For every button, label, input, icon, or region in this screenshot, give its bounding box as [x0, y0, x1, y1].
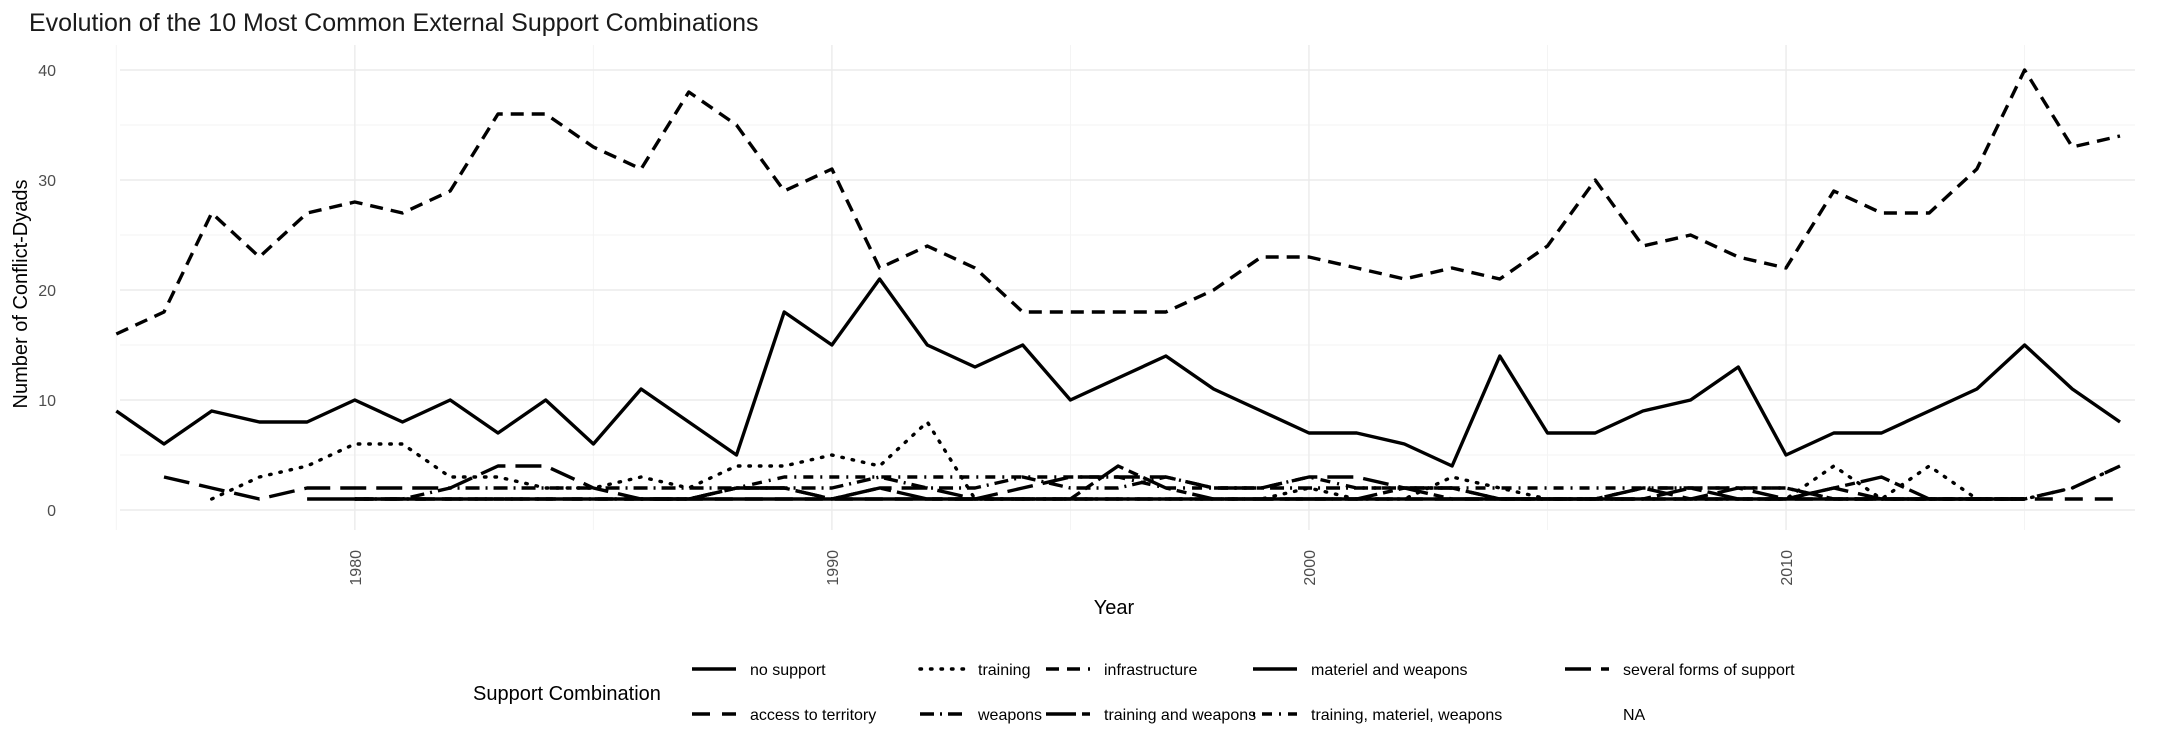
legend-item: training and weapons	[1046, 707, 1256, 724]
x-tick-label: 1980	[348, 550, 365, 586]
legend-item: no support	[692, 662, 826, 679]
series-line-5	[163, 464, 2121, 501]
legend-label: access to territory	[750, 707, 876, 724]
legend-item: infrastructure	[1046, 662, 1197, 679]
legend-item: training	[918, 662, 1030, 679]
y-tick-label: 20	[38, 283, 56, 300]
legend-label: weapons	[977, 707, 1042, 724]
x-axis-title: Year	[1094, 597, 1135, 619]
legend-label: NA	[1623, 707, 1646, 724]
x-tick-label: 1990	[825, 550, 842, 586]
plot-axes: 0 10 20 30 40 1980 1990 2000 2010	[38, 63, 1796, 586]
series-line-1	[115, 277, 2121, 468]
plot-series	[115, 68, 2122, 501]
y-tick-label: 40	[38, 63, 56, 80]
y-tick-label: 0	[47, 503, 56, 520]
y-axis-title: Number of Conflict-Dyads	[10, 180, 32, 409]
legend-label: training, materiel, weapons	[1311, 707, 1502, 724]
legend-label: training and weapons	[1104, 707, 1256, 724]
y-tick-label: 10	[38, 393, 56, 410]
y-tick-label: 30	[38, 173, 56, 190]
legend-label: infrastructure	[1104, 662, 1197, 679]
series-line-8	[641, 464, 2025, 501]
legend-label: several forms of support	[1623, 662, 1795, 679]
legend-label: materiel and weapons	[1311, 662, 1468, 679]
legend-title: Support Combination	[473, 683, 661, 705]
legend-item: several forms of support	[1565, 662, 1795, 679]
plot-grid	[115, 45, 2135, 530]
legend-label: no support	[750, 662, 826, 679]
chart-title: Evolution of the 10 Most Common External…	[29, 9, 759, 37]
legend-item: access to territory	[692, 707, 876, 724]
series-line-3	[115, 68, 2121, 336]
legend-item: training, materiel, weapons	[1253, 707, 1502, 724]
series-line-7	[354, 475, 2025, 501]
x-tick-label: 2000	[1302, 550, 1319, 586]
legend-item: NA	[1623, 707, 1646, 724]
legend-item: materiel and weapons	[1253, 662, 1468, 679]
legend-label: training	[978, 662, 1030, 679]
legend: Support Combination no support training in…	[473, 662, 1795, 724]
legend-item: weapons	[920, 707, 1042, 724]
x-tick-label: 2010	[1779, 550, 1796, 586]
series-line-9	[354, 475, 2025, 501]
